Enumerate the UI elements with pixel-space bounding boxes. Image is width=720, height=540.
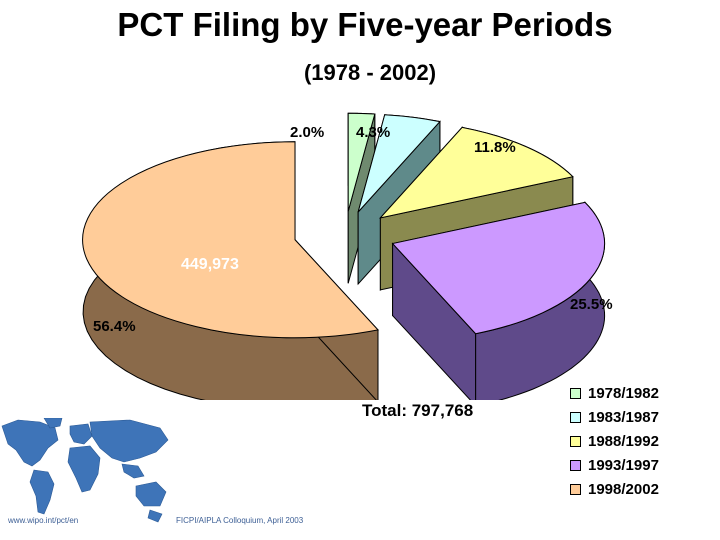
continent-australia	[135, 481, 167, 507]
value-label-1983: 4.3%	[356, 124, 390, 141]
chart-legend: 1978/1982 1983/1987 1988/1992 1993/1997 …	[570, 381, 659, 501]
value-label-1993: 25.5%	[570, 296, 613, 313]
legend-item-1988: 1988/1992	[570, 429, 659, 453]
footer-url: www.wipo.int/pct/en	[8, 516, 79, 525]
legend-label: 1978/1982	[588, 384, 659, 402]
legend-label: 1988/1992	[588, 432, 659, 450]
pie-slice-1983-1987	[357, 114, 441, 213]
legend-swatch	[570, 435, 581, 447]
value-label-1978: 2.0%	[290, 124, 324, 141]
pie-tops	[82, 112, 606, 339]
legend-label: 1993/1997	[588, 456, 659, 474]
legend-item-1993: 1993/1997	[570, 453, 659, 477]
pie-slice-1978-1982	[347, 112, 376, 212]
world-map-logo	[1, 418, 169, 523]
legend-item-1998: 1998/2002	[570, 477, 659, 501]
continent-south-america	[29, 469, 55, 515]
slice-annotation: 449,973	[181, 256, 239, 273]
legend-swatch	[570, 387, 581, 399]
page-title: PCT Filing by Five-year Periods	[117, 6, 613, 43]
legend-item-1978: 1978/1982	[570, 381, 659, 405]
legend-swatch	[570, 459, 581, 471]
continent-greenland	[43, 418, 63, 429]
continent-asia	[89, 419, 169, 463]
legend-swatch	[570, 411, 581, 423]
pie-chart: 449,973 2.0% 4.3% 11.8% 25.5% 56.4%	[82, 112, 613, 400]
continent-islands	[147, 509, 163, 523]
legend-swatch	[570, 483, 581, 495]
continent-north-america	[1, 419, 59, 467]
pie-slice-1998-2002	[82, 141, 379, 339]
continent-africa	[67, 445, 101, 493]
continent-europe	[69, 423, 93, 445]
value-label-1988: 11.8%	[474, 139, 516, 156]
legend-label: 1998/2002	[588, 480, 659, 498]
total-label: Total: 797,768	[362, 401, 474, 420]
value-label-1998: 56.4%	[93, 318, 136, 335]
pie-slice-1993-1997	[391, 201, 606, 335]
footer-event: FICPI/AIPLA Colloquium, April 2003	[176, 516, 304, 525]
legend-label: 1983/1987	[588, 408, 659, 426]
pie-slice-1988-1992	[378, 126, 574, 219]
continent-southeast-asia	[121, 463, 145, 479]
legend-item-1983: 1983/1987	[570, 405, 659, 429]
page-subtitle: (1978 - 2002)	[303, 60, 437, 85]
